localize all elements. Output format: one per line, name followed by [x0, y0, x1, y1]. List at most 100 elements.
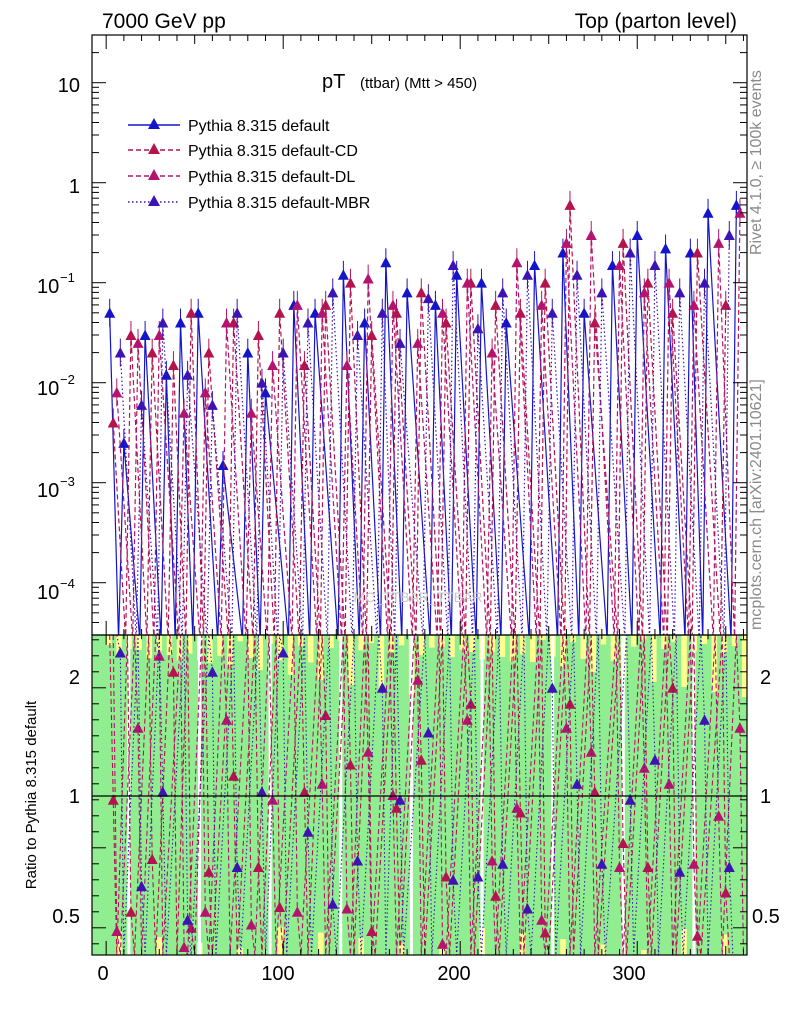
data-point-mbr	[302, 317, 314, 328]
ratio-point-dl	[614, 861, 626, 872]
ratio-point-cd	[167, 666, 179, 677]
data-point-cd	[691, 247, 703, 258]
band-gap	[621, 635, 625, 955]
band-yellow-top	[136, 635, 142, 650]
data-point-cd	[274, 307, 286, 318]
band-yellow-top	[630, 635, 637, 647]
data-point-cd	[167, 359, 179, 371]
band-yellow-bottom	[237, 948, 243, 955]
data-point-dl	[267, 359, 279, 371]
data-point-cd	[185, 307, 197, 318]
data-point-default	[660, 242, 672, 254]
ratio-point-dl	[560, 722, 572, 733]
data-point-mbr	[136, 399, 148, 410]
svg-text:10: 10	[37, 582, 59, 604]
data-point-mbr	[649, 259, 661, 271]
svg-text:−2: −2	[60, 372, 75, 387]
band-yellow-top	[318, 635, 324, 680]
ratio-point-mbr	[231, 861, 243, 872]
data-point-cd	[146, 347, 158, 358]
data-point-dl	[341, 359, 353, 371]
band-yellow-top	[237, 635, 243, 642]
ratio-point-dl	[111, 925, 123, 936]
data-point-default	[104, 307, 116, 318]
ratio-point-dl	[688, 858, 700, 869]
band-yellow-top	[661, 635, 667, 649]
data-point-dl	[291, 299, 303, 310]
data-point-default	[401, 286, 413, 298]
ratio-point-dl	[663, 778, 675, 789]
ratio-point-cd	[691, 930, 703, 941]
data-point-default	[702, 207, 714, 218]
data-point-cd	[617, 237, 629, 248]
data-point-dl	[178, 407, 190, 418]
rivet-label: Rivet 4.1.0, ≥ 100k events	[748, 70, 765, 255]
data-point-default	[606, 259, 618, 271]
data-point-mbr	[546, 307, 558, 318]
band-yellow-top	[509, 635, 516, 662]
band-yellow-top	[469, 635, 475, 652]
ratio-point-dl	[734, 722, 746, 733]
data-point-dl	[132, 337, 144, 348]
data-point-dl	[387, 299, 399, 310]
data-point-dl	[688, 299, 700, 310]
data-point-dl	[536, 299, 548, 310]
band-yellow-bottom	[318, 932, 324, 955]
band-yellow-top	[540, 635, 546, 640]
ratio-point-mbr	[422, 727, 434, 738]
ratio-point-mbr	[472, 871, 484, 882]
data-point-dl	[461, 277, 473, 288]
ratio-point-mbr	[674, 866, 686, 877]
data-point-default	[475, 277, 487, 288]
svg-text:10: 10	[37, 378, 59, 400]
ratio-point-cd	[203, 866, 215, 877]
data-point-dl	[560, 237, 572, 248]
data-point-default	[730, 199, 742, 210]
data-point-default	[242, 347, 254, 358]
ratio-point-mbr	[723, 861, 735, 872]
data-point-dl	[199, 386, 211, 398]
ratio-point-dl	[486, 855, 498, 866]
band-yellow-top	[701, 635, 708, 644]
ratio-point-cd	[539, 927, 551, 938]
ratio-point-mbr	[114, 647, 126, 658]
ratio-point-dl	[412, 674, 424, 685]
data-point-dl	[245, 407, 257, 418]
band-yellow-top	[580, 635, 586, 659]
data-point-mbr	[674, 286, 686, 298]
band-yellow-top	[378, 635, 385, 690]
data-point-dl	[663, 277, 675, 288]
ratio-point-cd	[344, 759, 356, 770]
chart-title-sub: (ttbar) (Mtt > 450)	[360, 75, 477, 92]
ratio-point-cd	[146, 853, 158, 864]
xtick-label-200: 200	[437, 963, 470, 985]
series-cd	[107, 190, 732, 635]
band-gap	[409, 635, 413, 955]
mcplots-label: mcplots.cern.ch [arXiv:2401.10621]	[748, 379, 765, 630]
series-dl	[111, 198, 746, 635]
data-point-mbr	[114, 347, 126, 358]
data-point-cd	[514, 307, 526, 318]
ratio-point-mbr	[206, 666, 218, 677]
data-point-dl	[713, 237, 725, 248]
band-yellow-top	[247, 635, 253, 658]
ratio-point-cd	[415, 754, 427, 765]
ratio-point-cd	[440, 871, 452, 882]
series-mbr	[114, 221, 735, 635]
band-yellow-top	[307, 635, 314, 663]
ratio-point-mbr	[596, 858, 608, 869]
data-point-mbr	[472, 322, 484, 334]
band-yellow-top	[449, 635, 455, 658]
data-point-cd	[298, 359, 310, 371]
data-point-dl	[111, 386, 123, 398]
ratio-point-dl	[536, 914, 548, 925]
band-yellow-top	[741, 635, 747, 697]
ratio-point-mbr	[649, 754, 661, 765]
band-yellow-bottom	[721, 934, 728, 955]
band-yellow-bottom	[560, 939, 566, 955]
data-point-mbr	[277, 347, 289, 358]
svg-text:−4: −4	[60, 576, 75, 591]
data-point-mbr	[422, 292, 434, 304]
ratio-series-mbr	[114, 635, 735, 955]
